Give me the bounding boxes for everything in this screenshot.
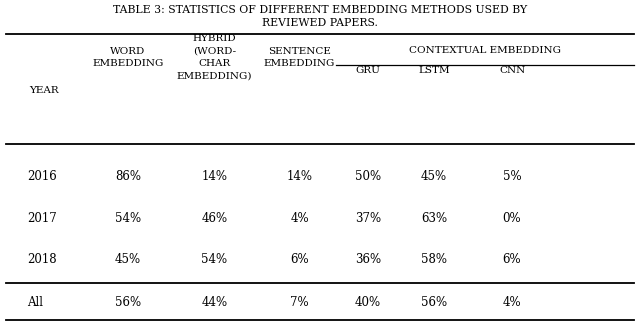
Text: 56%: 56% xyxy=(421,297,447,309)
Text: YEAR: YEAR xyxy=(29,86,58,95)
Text: 2016: 2016 xyxy=(28,170,57,182)
Text: CNN: CNN xyxy=(499,66,525,75)
Text: 86%: 86% xyxy=(115,170,141,182)
Text: 5%: 5% xyxy=(502,170,522,182)
Text: 4%: 4% xyxy=(290,212,309,224)
Text: 46%: 46% xyxy=(202,212,227,224)
Text: 6%: 6% xyxy=(502,253,522,266)
Text: REVIEWED PAPERS.: REVIEWED PAPERS. xyxy=(262,18,378,28)
Text: GRU: GRU xyxy=(356,66,380,75)
Text: 45%: 45% xyxy=(115,253,141,266)
Text: 45%: 45% xyxy=(421,170,447,182)
Text: 44%: 44% xyxy=(202,297,227,309)
Text: 56%: 56% xyxy=(115,297,141,309)
Text: HYBRID
(WORD-
CHAR
EMBEDDING): HYBRID (WORD- CHAR EMBEDDING) xyxy=(177,34,252,80)
Text: 37%: 37% xyxy=(355,212,381,224)
Text: WORD
EMBEDDING: WORD EMBEDDING xyxy=(92,47,164,68)
Text: 50%: 50% xyxy=(355,170,381,182)
Text: 0%: 0% xyxy=(502,212,522,224)
Text: 14%: 14% xyxy=(287,170,312,182)
Text: 2017: 2017 xyxy=(28,212,57,224)
Text: 6%: 6% xyxy=(290,253,309,266)
Text: 54%: 54% xyxy=(202,253,227,266)
Text: LSTM: LSTM xyxy=(418,66,450,75)
Text: 63%: 63% xyxy=(421,212,447,224)
Text: SENTENCE
EMBEDDING: SENTENCE EMBEDDING xyxy=(264,47,335,68)
Text: 58%: 58% xyxy=(421,253,447,266)
Text: 4%: 4% xyxy=(502,297,522,309)
Text: 54%: 54% xyxy=(115,212,141,224)
Text: 14%: 14% xyxy=(202,170,227,182)
Text: All: All xyxy=(28,297,44,309)
Text: 40%: 40% xyxy=(355,297,381,309)
Text: 36%: 36% xyxy=(355,253,381,266)
Text: CONTEXTUAL EMBEDDING: CONTEXTUAL EMBEDDING xyxy=(409,46,561,55)
Text: 2018: 2018 xyxy=(28,253,57,266)
Text: 7%: 7% xyxy=(290,297,309,309)
Text: TABLE 3: STATISTICS OF DIFFERENT EMBEDDING METHODS USED BY: TABLE 3: STATISTICS OF DIFFERENT EMBEDDI… xyxy=(113,5,527,15)
